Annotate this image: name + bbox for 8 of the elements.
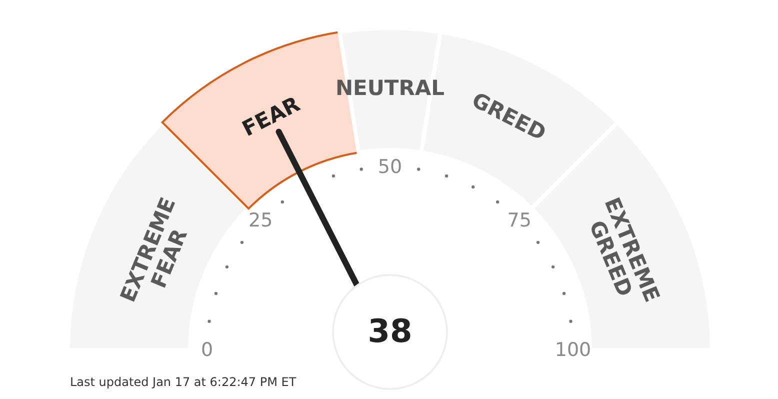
text: 75 [507,210,532,232]
text: 0 [200,339,214,361]
text: 25 [248,210,273,232]
text: 100 [554,339,592,361]
text: 50 [378,156,402,178]
slice-label: NEUTRAL [335,76,445,100]
text: 38 [368,312,412,350]
text: Last updated Jan 17 at 6:22:47 PM ET [70,375,297,389]
